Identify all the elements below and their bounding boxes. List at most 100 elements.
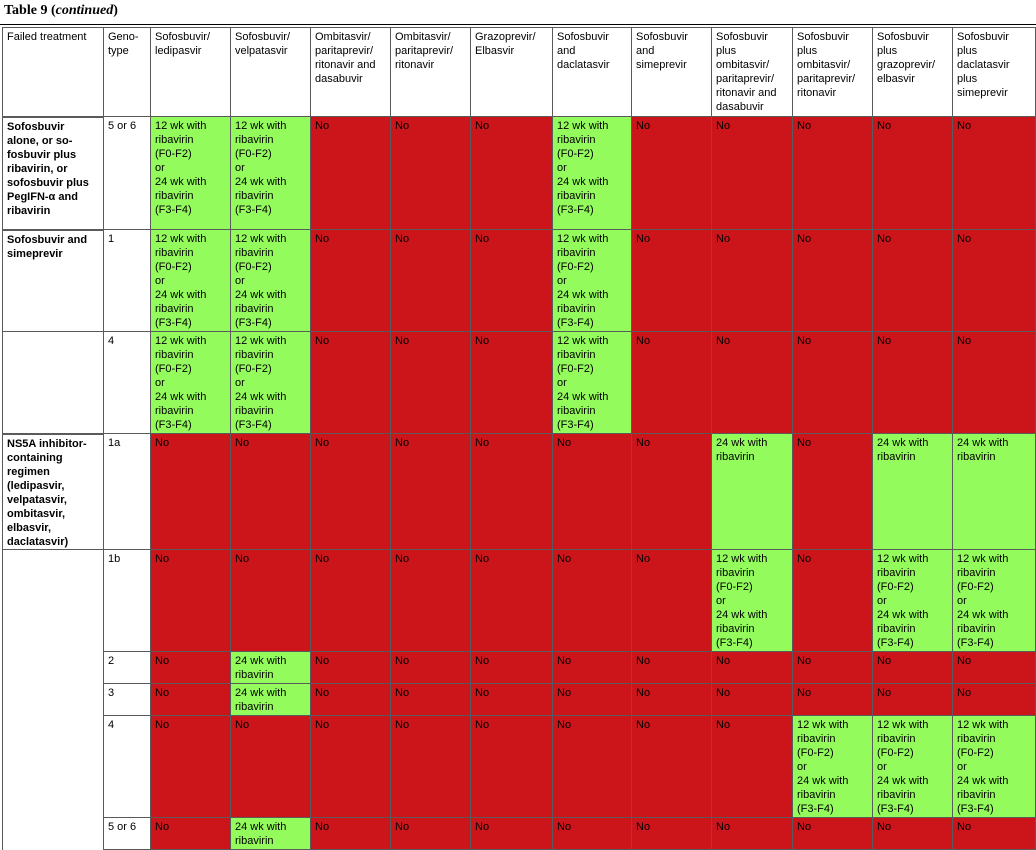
not-recommended-cell: No bbox=[310, 331, 391, 434]
caption-paren-open: ( bbox=[47, 3, 56, 18]
not-recommended-cell: No bbox=[310, 816, 391, 850]
table-body: Sofosbuvir alone, or so- fosbuvir plus r… bbox=[2, 115, 1036, 850]
genotype-cell: 1a bbox=[103, 433, 151, 550]
top-rule bbox=[0, 24, 1036, 25]
genotype-cell: 1 bbox=[103, 229, 151, 332]
not-recommended-cell: No bbox=[230, 548, 311, 652]
column-header: Ombitasvir/ paritaprevir/ ritonavir bbox=[390, 27, 471, 117]
recommended-cell: 12 wk with ribavirin (F0-F2) or 24 wk wi… bbox=[150, 331, 231, 434]
column-header: Failed treatment bbox=[2, 27, 104, 117]
not-recommended-cell: No bbox=[552, 682, 632, 716]
recommended-cell: 12 wk with ribavirin (F0-F2) or 24 wk wi… bbox=[872, 714, 953, 818]
not-recommended-cell: No bbox=[150, 714, 231, 818]
recommended-cell: 12 wk with ribavirin (F0-F2) or 24 wk wi… bbox=[230, 331, 311, 434]
not-recommended-cell: No bbox=[470, 548, 553, 652]
not-recommended-cell: No bbox=[552, 816, 632, 850]
not-recommended-cell: No bbox=[390, 433, 471, 550]
not-recommended-cell: No bbox=[150, 650, 231, 684]
not-recommended-cell: No bbox=[952, 116, 1036, 230]
table-row: Sofosbuvir alone, or so- fosbuvir plus r… bbox=[2, 115, 1036, 230]
not-recommended-cell: No bbox=[470, 650, 553, 684]
not-recommended-cell: No bbox=[470, 714, 553, 818]
not-recommended-cell: No bbox=[150, 548, 231, 652]
not-recommended-cell: No bbox=[390, 650, 471, 684]
not-recommended-cell: No bbox=[310, 433, 391, 550]
genotype-cell: 5 or 6 bbox=[103, 816, 151, 850]
recommended-cell: 12 wk with ribavirin (F0-F2) or 24 wk wi… bbox=[952, 548, 1036, 652]
caption-continued: continued bbox=[55, 3, 114, 18]
not-recommended-cell: No bbox=[631, 229, 712, 332]
not-recommended-cell: No bbox=[711, 816, 793, 850]
recommended-cell: 12 wk with ribavirin (F0-F2) or 24 wk wi… bbox=[952, 714, 1036, 818]
recommended-cell: 12 wk with ribavirin (F0-F2) or 24 wk wi… bbox=[552, 116, 632, 230]
not-recommended-cell: No bbox=[711, 682, 793, 716]
not-recommended-cell: No bbox=[310, 650, 391, 684]
not-recommended-cell: No bbox=[792, 116, 873, 230]
not-recommended-cell: No bbox=[470, 682, 553, 716]
table-row: 4 12 wk with ribavirin (F0-F2) or 24 wk w… bbox=[2, 331, 1036, 434]
failed-treatment-cell: Sofosbuvir and simeprevir bbox=[2, 228, 104, 332]
not-recommended-cell: No bbox=[792, 816, 873, 850]
not-recommended-cell: No bbox=[711, 714, 793, 818]
recommended-cell: 24 wk with ribavirin bbox=[872, 433, 953, 550]
treatment-table: Failed treatment Geno- type Sofosbuvir/ le… bbox=[2, 27, 1036, 850]
not-recommended-cell: No bbox=[792, 433, 873, 550]
not-recommended-cell: No bbox=[470, 116, 553, 230]
column-header: Sofosbuvir plus ombitasvir/ paritaprevir… bbox=[792, 27, 873, 117]
not-recommended-cell: No bbox=[711, 650, 793, 684]
not-recommended-cell: No bbox=[310, 116, 391, 230]
not-recommended-cell: No bbox=[952, 229, 1036, 332]
header-row: Failed treatment Geno- type Sofosbuvir/ le… bbox=[2, 27, 1036, 117]
column-header: Sofosbuvir/ velpatasvir bbox=[230, 27, 311, 117]
not-recommended-cell: No bbox=[952, 331, 1036, 434]
not-recommended-cell: No bbox=[631, 331, 712, 434]
recommended-cell: 24 wk with ribavirin bbox=[952, 433, 1036, 550]
genotype-cell: 4 bbox=[103, 714, 151, 818]
not-recommended-cell: No bbox=[310, 714, 391, 818]
table-label: Table 9 bbox=[4, 3, 48, 18]
recommended-cell: 12 wk with ribavirin (F0-F2) or 24 wk wi… bbox=[872, 548, 953, 652]
table-caption: Table 9 (continued) bbox=[4, 2, 118, 22]
not-recommended-cell: No bbox=[631, 116, 712, 230]
failed-treatment-cell: NS5A inhibitor- containing regimen (ledi… bbox=[2, 432, 104, 550]
genotype-cell: 1b bbox=[103, 548, 151, 652]
recommended-cell: 24 wk with ribavirin bbox=[230, 682, 311, 716]
failed-treatment-cell: Sofosbuvir alone, or so- fosbuvir plus r… bbox=[2, 115, 104, 230]
not-recommended-cell: No bbox=[952, 816, 1036, 850]
not-recommended-cell: No bbox=[631, 714, 712, 818]
not-recommended-cell: No bbox=[230, 714, 311, 818]
failed-treatment-cell bbox=[2, 683, 104, 715]
not-recommended-cell: No bbox=[552, 433, 632, 550]
not-recommended-cell: No bbox=[872, 682, 953, 716]
not-recommended-cell: No bbox=[631, 816, 712, 850]
not-recommended-cell: No bbox=[470, 433, 553, 550]
failed-treatment-cell bbox=[2, 715, 104, 817]
recommended-cell: 12 wk with ribavirin (F0-F2) or 24 wk wi… bbox=[150, 116, 231, 230]
recommended-cell: 24 wk with ribavirin bbox=[230, 650, 311, 684]
recommended-cell: 12 wk with ribavirin (F0-F2) or 24 wk wi… bbox=[230, 229, 311, 332]
not-recommended-cell: No bbox=[872, 816, 953, 850]
not-recommended-cell: No bbox=[390, 816, 471, 850]
table-row: 4 No No No No No No No No 12 wk with ribavirin (F… bbox=[2, 714, 1036, 818]
column-header: Grazoprevir/ Elbasvir bbox=[470, 27, 553, 117]
not-recommended-cell: No bbox=[552, 548, 632, 652]
genotype-cell: 5 or 6 bbox=[103, 116, 151, 230]
not-recommended-cell: No bbox=[310, 682, 391, 716]
not-recommended-cell: No bbox=[792, 650, 873, 684]
not-recommended-cell: No bbox=[470, 816, 553, 850]
column-header: Geno- type bbox=[103, 27, 151, 117]
failed-treatment-cell bbox=[2, 331, 104, 434]
failed-treatment-cell bbox=[2, 549, 104, 651]
not-recommended-cell: No bbox=[631, 433, 712, 550]
recommended-cell: 12 wk with ribavirin (F0-F2) or 24 wk wi… bbox=[792, 714, 873, 818]
not-recommended-cell: No bbox=[872, 650, 953, 684]
recommended-cell: 12 wk with ribavirin (F0-F2) or 24 wk wi… bbox=[711, 548, 793, 652]
recommended-cell: 12 wk with ribavirin (F0-F2) or 24 wk wi… bbox=[230, 116, 311, 230]
not-recommended-cell: No bbox=[310, 229, 391, 332]
not-recommended-cell: No bbox=[872, 116, 953, 230]
not-recommended-cell: No bbox=[792, 682, 873, 716]
not-recommended-cell: No bbox=[872, 331, 953, 434]
column-header: Sofosbuvir plus grazoprevir/ elbasvir bbox=[872, 27, 953, 117]
recommended-cell: 12 wk with ribavirin (F0-F2) or 24 wk wi… bbox=[552, 229, 632, 332]
not-recommended-cell: No bbox=[792, 229, 873, 332]
